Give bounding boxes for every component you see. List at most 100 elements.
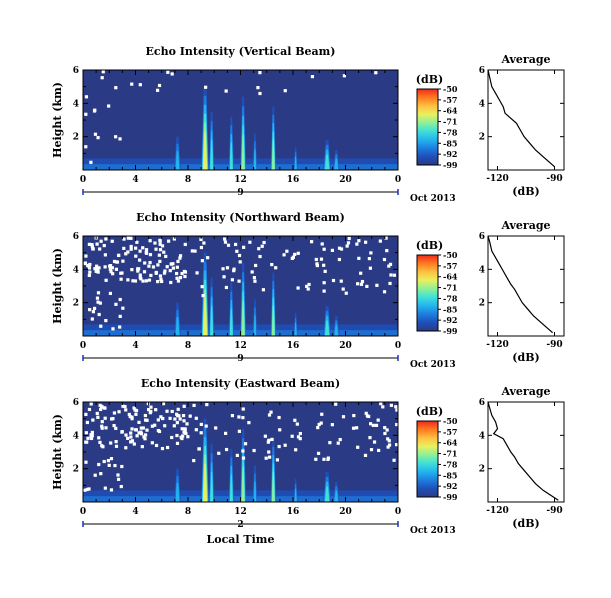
date-label: Oct 2013 (410, 194, 456, 204)
no-data-cell (182, 404, 186, 408)
no-data-cell (153, 423, 157, 427)
no-data-cell (237, 253, 242, 258)
no-data-cell (135, 434, 139, 438)
no-data-cell (84, 95, 89, 99)
no-data-cell (116, 473, 120, 477)
no-data-cell (122, 237, 126, 241)
profile-x-tick-label: -90 (546, 506, 562, 516)
colorbar (416, 420, 439, 498)
profile-line (487, 235, 553, 334)
no-data-cell (154, 443, 159, 448)
y-tick-label: 2 (73, 133, 79, 143)
no-data-cell (159, 415, 163, 419)
no-data-cell (223, 431, 228, 435)
x-tick-label: 4 (132, 341, 138, 351)
date-label: Oct 2013 (410, 360, 456, 370)
no-data-cell (107, 463, 111, 467)
no-data-cell (176, 413, 180, 418)
no-data-cell (139, 432, 144, 436)
no-data-cell (238, 260, 242, 264)
heatmap-features (83, 70, 398, 170)
colorbar-tick-label: -99 (443, 160, 458, 170)
no-data-cell (102, 459, 106, 464)
no-data-cell (232, 267, 236, 271)
no-data-cell (199, 422, 203, 427)
no-data-cell (92, 109, 97, 113)
no-data-cell (296, 286, 300, 290)
chart-panel-1: Echo Intensity (Vertical Beam) 0 4 8 12 16 20 0… (51, 45, 565, 204)
no-data-cell (295, 422, 299, 426)
no-data-cell (134, 254, 138, 258)
no-data-cell (99, 239, 103, 243)
no-data-cell (170, 72, 174, 76)
no-data-cell (114, 267, 119, 271)
x-tick-label: 8 (185, 175, 191, 185)
no-data-cell (293, 418, 297, 422)
no-data-cell (144, 433, 148, 437)
no-data-cell (101, 70, 105, 74)
colorbar-tick-label: -92 (443, 315, 457, 325)
no-data-cell (104, 278, 108, 282)
colorbar-tick-label: -85 (443, 138, 457, 148)
colorbar-tick-label: -64 (443, 106, 458, 116)
no-data-cell (84, 460, 88, 464)
profile-y-tick-label: 2 (479, 133, 485, 143)
no-data-cell (121, 306, 125, 310)
no-data-cell (339, 279, 343, 283)
no-data-cell (114, 444, 119, 448)
chart-title: Echo Intensity (Northward Beam) (136, 211, 345, 224)
no-data-cell (141, 279, 145, 283)
no-data-cell (388, 262, 393, 266)
no-data-cell (204, 85, 208, 89)
echo-plume (294, 488, 297, 502)
no-data-cell (97, 436, 101, 440)
no-data-cell (90, 317, 94, 321)
no-data-cell (119, 484, 123, 489)
no-data-cell (114, 440, 118, 444)
no-data-cell (376, 418, 380, 422)
profile-y-tick-label: 2 (479, 465, 485, 475)
no-data-cell (85, 487, 89, 492)
no-data-cell (141, 246, 145, 250)
no-data-cell (98, 403, 102, 407)
no-data-cell (200, 285, 204, 289)
no-data-cell (137, 420, 141, 424)
x-tick-label: 0 (395, 175, 401, 185)
no-data-cell (129, 244, 133, 249)
no-data-cell (283, 443, 287, 447)
no-data-cell (136, 267, 140, 271)
no-data-cell (386, 437, 390, 441)
no-data-cell (129, 236, 133, 240)
no-data-cell (336, 441, 340, 445)
no-data-cell (175, 433, 179, 438)
no-data-cell (110, 266, 114, 270)
no-data-cell (316, 426, 320, 430)
no-data-cell (163, 424, 167, 428)
no-data-cell (223, 240, 228, 244)
colorbar-tick-label: -71 (443, 283, 457, 293)
no-data-cell (374, 423, 379, 427)
no-data-cell (111, 327, 115, 331)
no-data-cell (112, 411, 117, 415)
colorbar-tick-label: -50 (443, 84, 458, 94)
no-data-cell (138, 258, 142, 262)
no-data-cell (108, 291, 113, 296)
no-data-cell (85, 420, 90, 425)
no-data-cell (188, 414, 192, 418)
no-data-cell (176, 279, 181, 283)
echo-plume (271, 471, 275, 502)
no-data-cell (347, 236, 351, 241)
no-data-cell (100, 420, 104, 424)
no-data-cell (242, 245, 246, 249)
colorbar-tick-label: -57 (443, 261, 457, 271)
no-data-cell (110, 239, 114, 243)
no-data-cell (124, 408, 128, 412)
no-data-cell (89, 436, 94, 441)
no-data-cell (86, 436, 90, 440)
no-data-cell (314, 257, 318, 262)
profile-y-tick-label: 4 (479, 431, 485, 441)
no-data-cell (199, 237, 203, 241)
chart-panel-2: Echo Intensity (Northward Beam)0 4 8 12 16 20… (51, 211, 565, 370)
colorbar-tick-label: -78 (443, 293, 458, 303)
